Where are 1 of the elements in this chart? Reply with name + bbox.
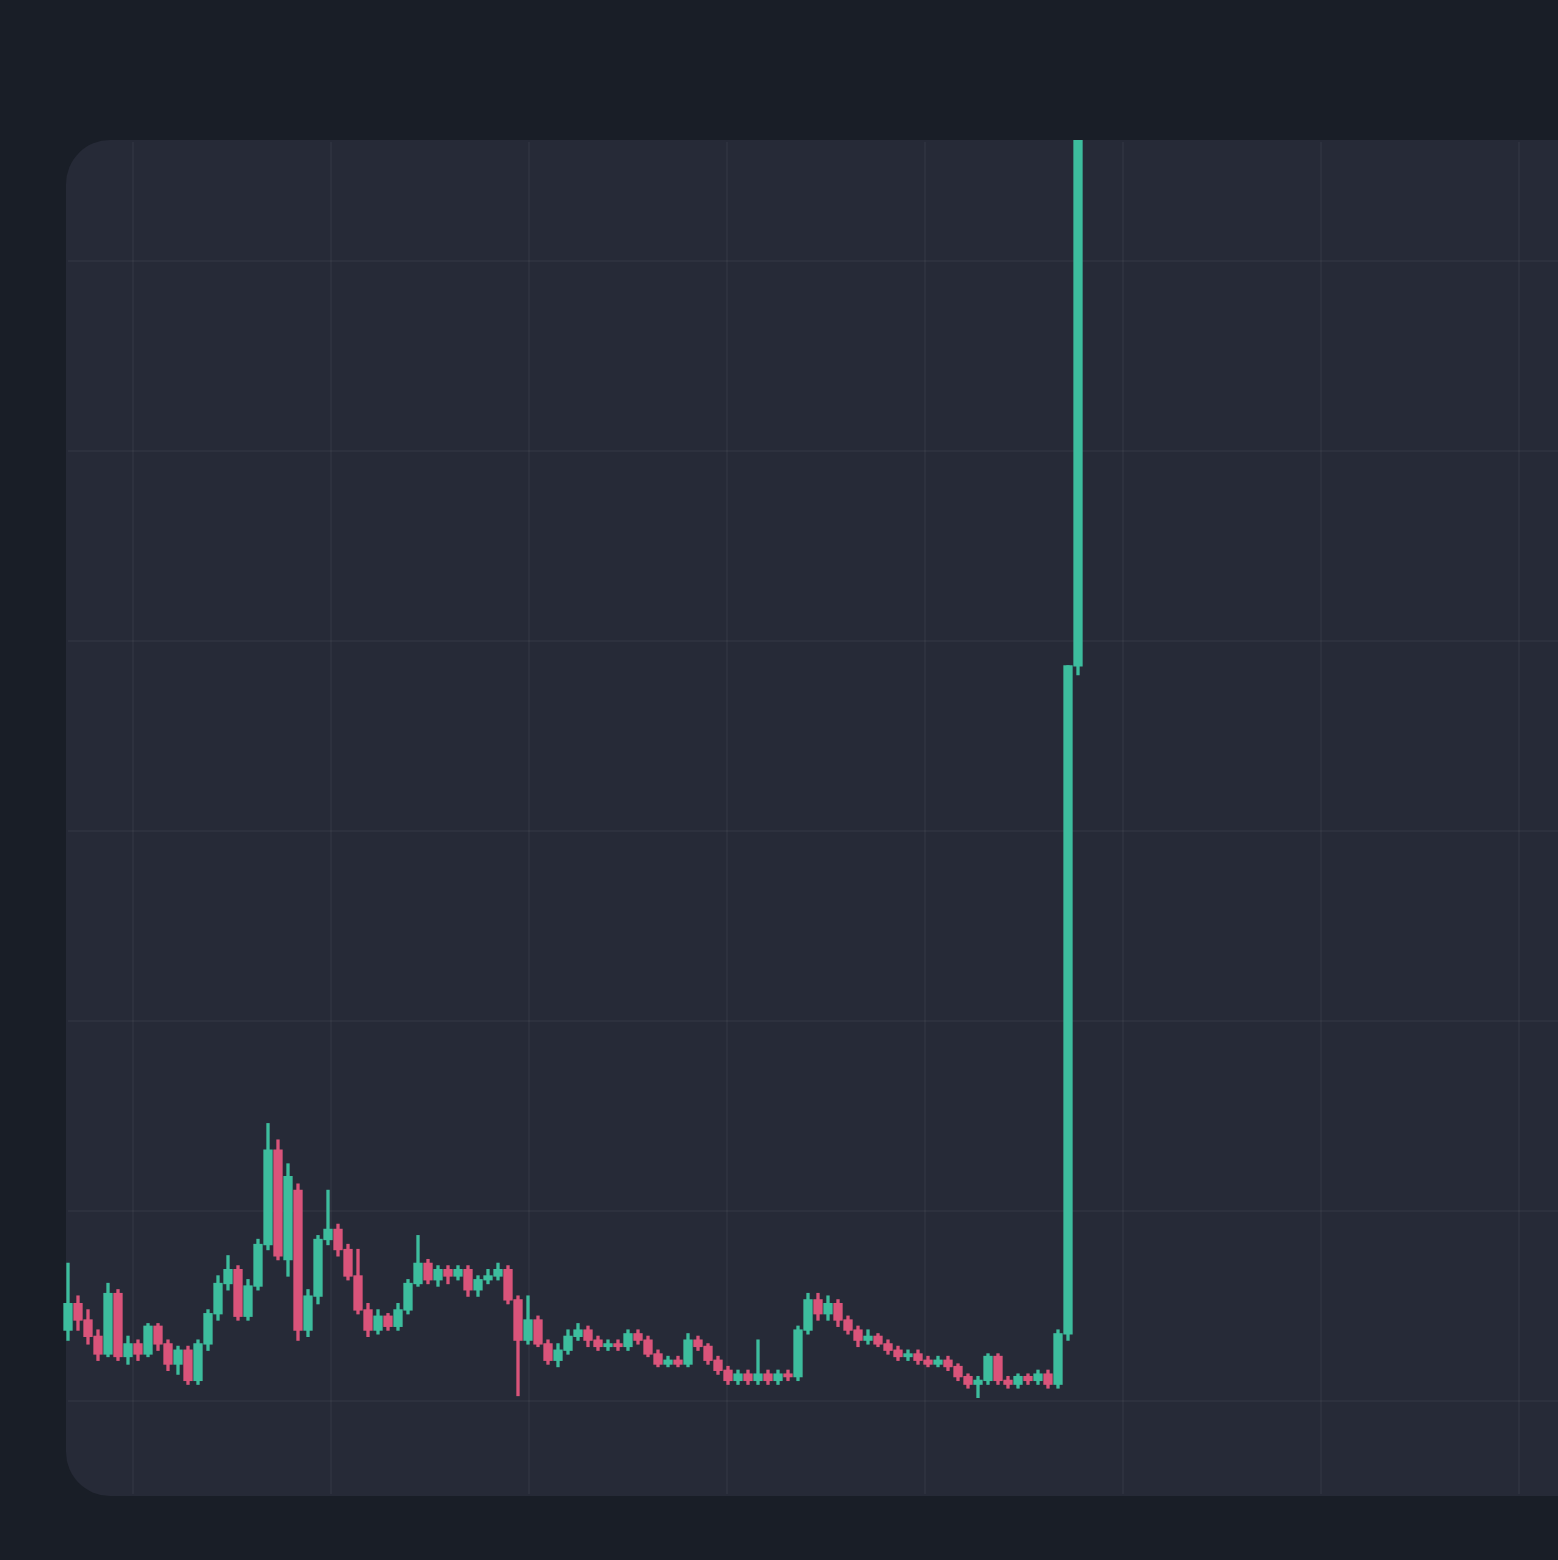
candlestick	[753, 1339, 763, 1385]
